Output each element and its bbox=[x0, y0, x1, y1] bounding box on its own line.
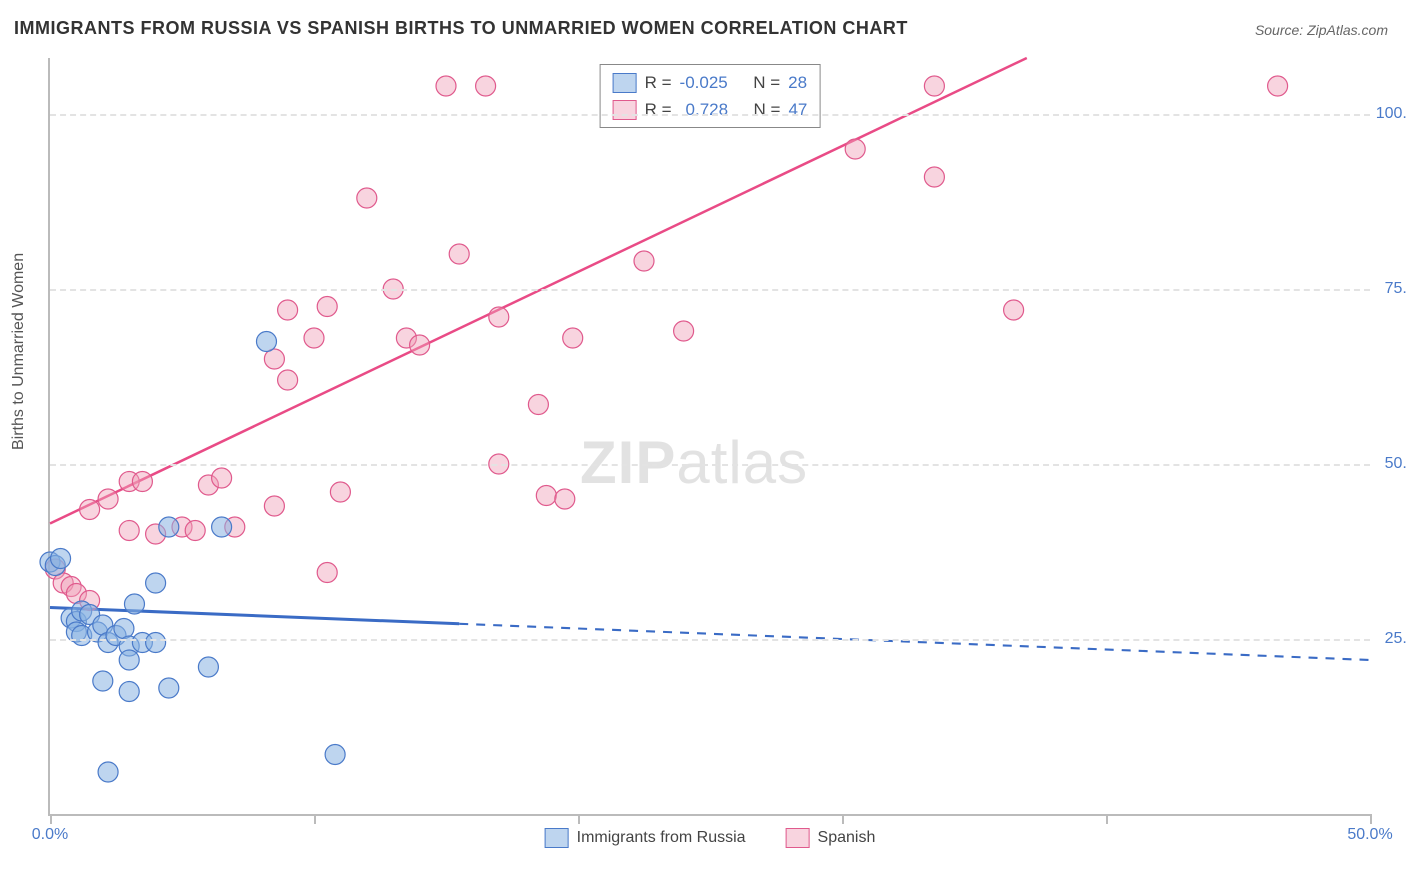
x-tick bbox=[1370, 814, 1372, 824]
x-tick bbox=[578, 814, 580, 824]
legend-item-blue: Immigrants from Russia bbox=[545, 828, 746, 848]
x-tick bbox=[50, 814, 52, 824]
legend-n-prefix: N = bbox=[753, 69, 780, 96]
gridline bbox=[50, 289, 1370, 291]
chart-area: R = -0.025 N = 28 R = 0.728 N = 47 Immig… bbox=[48, 58, 1370, 816]
legend-n-prefix: N = bbox=[754, 96, 781, 123]
y-tick-label: 100.0% bbox=[1376, 105, 1406, 123]
chart-title: IMMIGRANTS FROM RUSSIA VS SPANISH BIRTHS… bbox=[14, 18, 908, 39]
legend-row-blue: R = -0.025 N = 28 bbox=[613, 69, 808, 96]
watermark-atlas: atlas bbox=[676, 429, 808, 496]
legend-n-pink: 47 bbox=[788, 96, 807, 123]
source-label: Source: ZipAtlas.com bbox=[1255, 22, 1388, 38]
y-tick-label: 50.0% bbox=[1385, 455, 1406, 473]
gridline bbox=[50, 114, 1370, 116]
correlation-legend: R = -0.025 N = 28 R = 0.728 N = 47 bbox=[600, 64, 821, 128]
gridline bbox=[50, 639, 1370, 641]
legend-n-blue: 28 bbox=[788, 69, 807, 96]
watermark-zip: ZIP bbox=[580, 429, 676, 496]
x-tick bbox=[1106, 814, 1108, 824]
x-tick bbox=[314, 814, 316, 824]
legend-swatch-pink bbox=[786, 828, 810, 848]
legend-label-blue: Immigrants from Russia bbox=[577, 829, 746, 847]
legend-r-blue: -0.025 bbox=[680, 69, 728, 96]
legend-swatch-blue bbox=[613, 73, 637, 93]
legend-swatch-pink bbox=[613, 100, 637, 120]
gridline bbox=[50, 464, 1370, 466]
legend-swatch-blue bbox=[545, 828, 569, 848]
legend-r-prefix: R = bbox=[645, 96, 672, 123]
x-tick-label: 50.0% bbox=[1347, 826, 1392, 844]
y-tick-label: 75.0% bbox=[1385, 280, 1406, 298]
legend-r-prefix: R = bbox=[645, 69, 672, 96]
legend-r-pink: 0.728 bbox=[686, 96, 729, 123]
series-legend: Immigrants from Russia Spanish bbox=[545, 828, 876, 848]
x-tick-label: 0.0% bbox=[32, 826, 68, 844]
y-tick-label: 25.0% bbox=[1385, 630, 1406, 648]
y-axis-label: Births to Unmarried Women bbox=[10, 253, 28, 450]
legend-label-pink: Spanish bbox=[818, 829, 876, 847]
legend-item-pink: Spanish bbox=[786, 828, 876, 848]
watermark: ZIPatlas bbox=[580, 428, 808, 497]
x-tick bbox=[842, 814, 844, 824]
legend-row-pink: R = 0.728 N = 47 bbox=[613, 96, 808, 123]
